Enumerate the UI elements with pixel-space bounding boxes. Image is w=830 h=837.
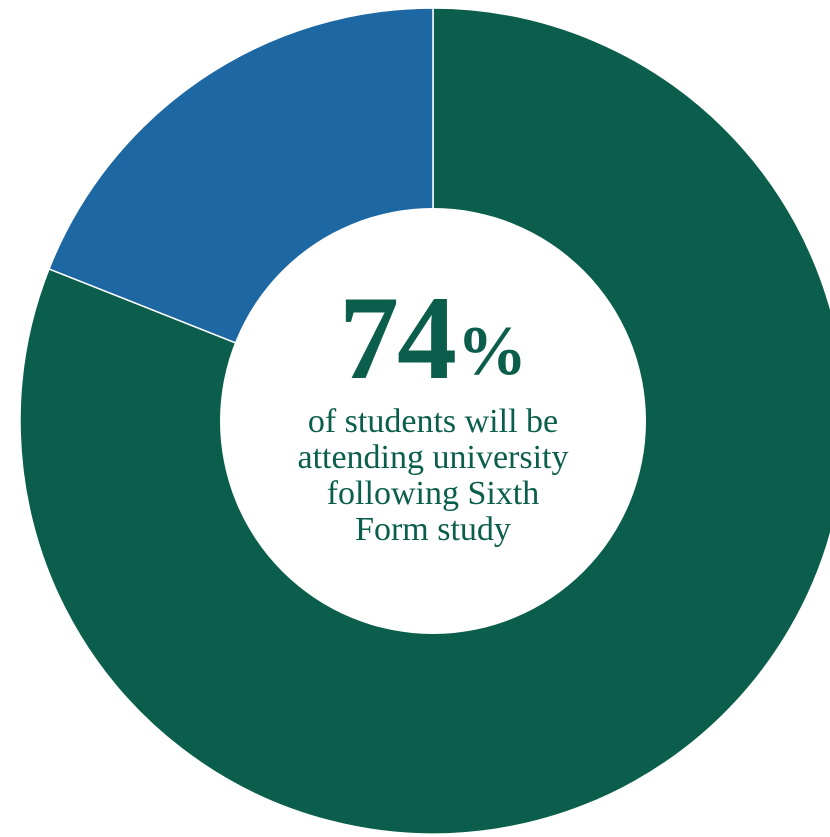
caption-line: attending university	[297, 439, 569, 476]
caption-line: following Sixth	[326, 475, 540, 512]
donut-hole	[220, 208, 646, 634]
stat-unit: %	[457, 313, 527, 390]
stat-value: 74%	[215, 278, 651, 398]
caption-line: of students will be	[307, 403, 559, 440]
stat-number: 74	[339, 271, 457, 404]
center-label: 74% of students will be attending univer…	[215, 278, 651, 548]
caption-line: Form study	[355, 511, 511, 548]
stat-caption: of students will be attending university…	[215, 404, 651, 548]
